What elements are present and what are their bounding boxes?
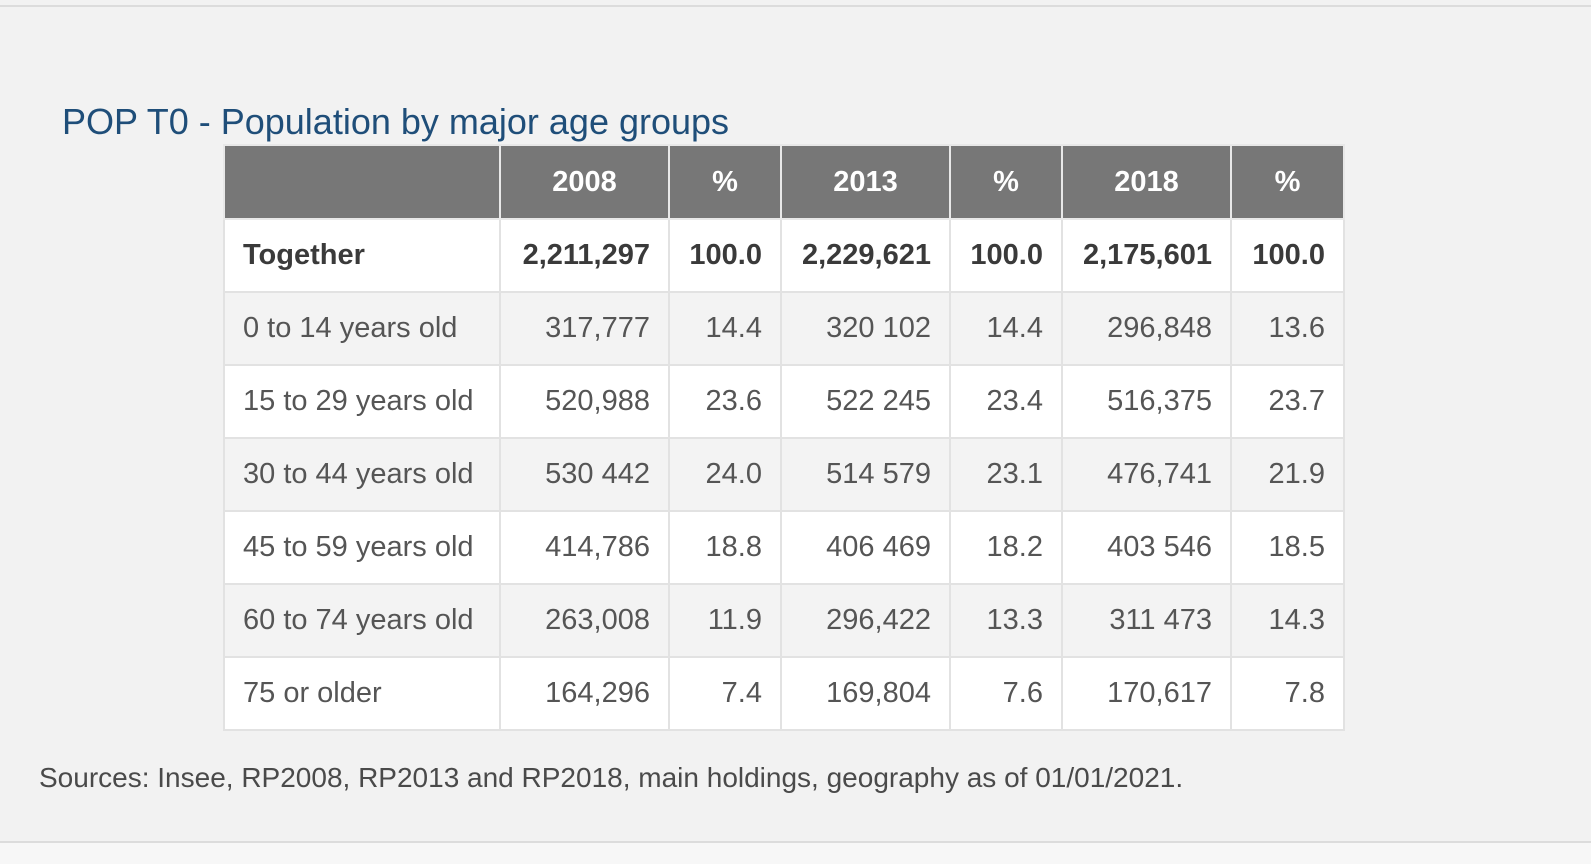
row-label: Together [223, 218, 501, 293]
header-cell-pct-2008: % [668, 144, 782, 220]
cell-2013: 522 245 [780, 364, 951, 439]
cell-pct-2018: 7.8 [1230, 656, 1345, 731]
table-row: 60 to 74 years old 263,008 11.9 296,422 … [223, 583, 1345, 658]
cell-pct-2013: 23.1 [949, 437, 1063, 512]
header-row: 2008 % 2013 % 2018 % [223, 144, 1345, 220]
cell-pct-2008: 11.9 [668, 583, 782, 658]
cell-pct-2018: 100.0 [1230, 218, 1345, 293]
cell-2008: 263,008 [499, 583, 670, 658]
row-label: 75 or older [223, 656, 501, 731]
table-row: 45 to 59 years old 414,786 18.8 406 469 … [223, 510, 1345, 585]
header-cell-2008: 2008 [499, 144, 670, 220]
cell-pct-2008: 18.8 [668, 510, 782, 585]
cell-2018: 403 546 [1061, 510, 1232, 585]
cell-2018: 516,375 [1061, 364, 1232, 439]
row-label: 30 to 44 years old [223, 437, 501, 512]
cell-pct-2018: 21.9 [1230, 437, 1345, 512]
table-row: 15 to 29 years old 520,988 23.6 522 245 … [223, 364, 1345, 439]
cell-pct-2013: 23.4 [949, 364, 1063, 439]
cell-pct-2013: 14.4 [949, 291, 1063, 366]
cell-2018: 311 473 [1061, 583, 1232, 658]
cell-pct-2018: 23.7 [1230, 364, 1345, 439]
cell-pct-2018: 13.6 [1230, 291, 1345, 366]
cell-pct-2013: 18.2 [949, 510, 1063, 585]
cell-pct-2008: 23.6 [668, 364, 782, 439]
bottom-band [0, 843, 1591, 864]
cell-2013: 169,804 [780, 656, 951, 731]
cell-pct-2013: 7.6 [949, 656, 1063, 731]
cell-pct-2013: 13.3 [949, 583, 1063, 658]
row-label: 15 to 29 years old [223, 364, 501, 439]
row-label: 45 to 59 years old [223, 510, 501, 585]
table-row: 75 or older 164,296 7.4 169,804 7.6 170,… [223, 656, 1345, 731]
cell-pct-2018: 18.5 [1230, 510, 1345, 585]
bottom-divider [0, 841, 1591, 843]
row-label: 0 to 14 years old [223, 291, 501, 366]
population-table: 2008 % 2013 % 2018 % Together 2,211,297 … [223, 144, 1345, 731]
cell-pct-2008: 7.4 [668, 656, 782, 731]
table-row: 0 to 14 years old 317,777 14.4 320 102 1… [223, 291, 1345, 366]
cell-2008: 2,211,297 [499, 218, 670, 293]
header-cell-2013: 2013 [780, 144, 951, 220]
header-cell-pct-2013: % [949, 144, 1063, 220]
table-row-total: Together 2,211,297 100.0 2,229,621 100.0… [223, 218, 1345, 293]
cell-2008: 530 442 [499, 437, 670, 512]
cell-2008: 414,786 [499, 510, 670, 585]
cell-2018: 476,741 [1061, 437, 1232, 512]
cell-2013: 514 579 [780, 437, 951, 512]
sources-note: Sources: Insee, RP2008, RP2013 and RP201… [39, 762, 1184, 793]
row-label: 60 to 74 years old [223, 583, 501, 658]
cell-2018: 170,617 [1061, 656, 1232, 731]
cell-2018: 2,175,601 [1061, 218, 1232, 293]
header-cell-pct-2018: % [1230, 144, 1345, 220]
cell-2008: 520,988 [499, 364, 670, 439]
cell-2013: 320 102 [780, 291, 951, 366]
cell-pct-2008: 24.0 [668, 437, 782, 512]
cell-2013: 296,422 [780, 583, 951, 658]
table-row: 30 to 44 years old 530 442 24.0 514 579 … [223, 437, 1345, 512]
cell-2013: 2,229,621 [780, 218, 951, 293]
cell-pct-2008: 100.0 [668, 218, 782, 293]
header-cell-label [223, 144, 501, 220]
cell-pct-2013: 100.0 [949, 218, 1063, 293]
cell-2008: 164,296 [499, 656, 670, 731]
top-divider [0, 5, 1591, 7]
header-cell-2018: 2018 [1061, 144, 1232, 220]
cell-pct-2018: 14.3 [1230, 583, 1345, 658]
cell-2018: 296,848 [1061, 291, 1232, 366]
cell-pct-2008: 14.4 [668, 291, 782, 366]
cell-2008: 317,777 [499, 291, 670, 366]
table-title: POP T0 - Population by major age groups [62, 100, 730, 142]
cell-2013: 406 469 [780, 510, 951, 585]
